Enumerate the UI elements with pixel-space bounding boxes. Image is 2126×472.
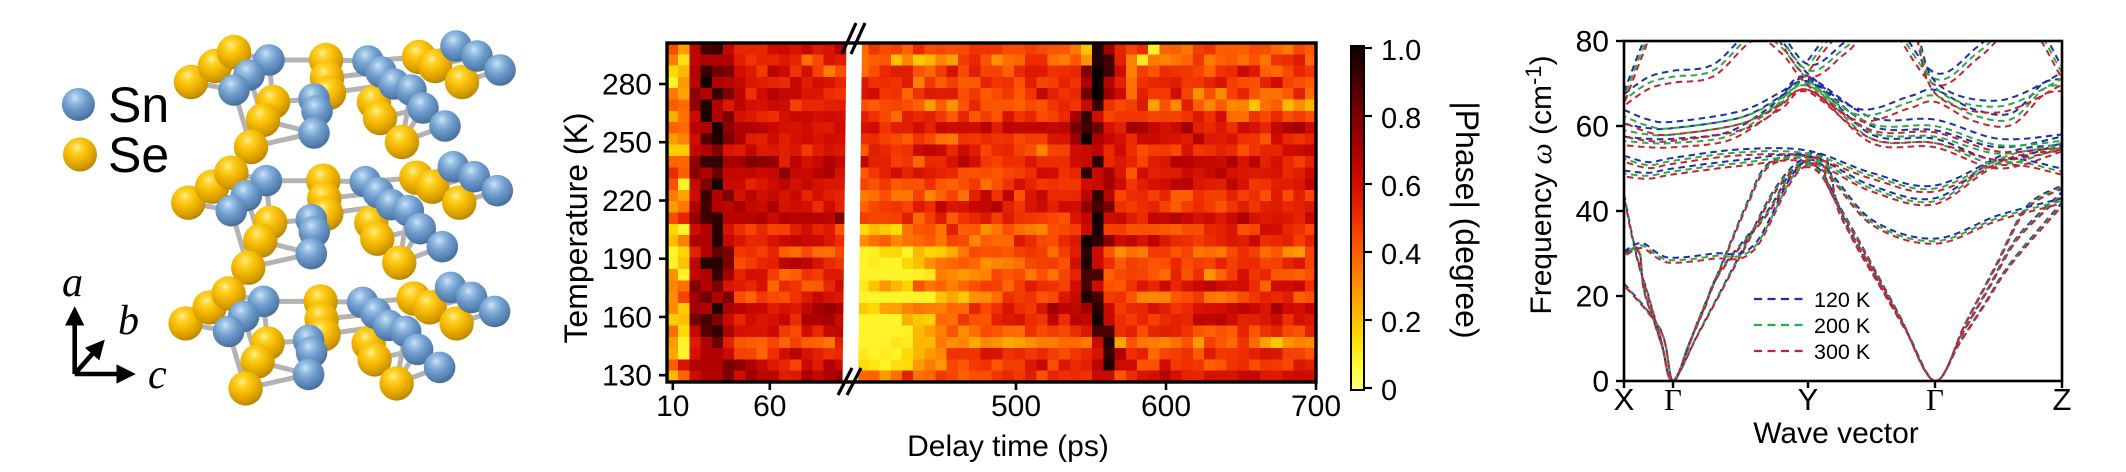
- svg-text:Frequency ω (cm-1): Frequency ω (cm-1): [1521, 55, 1558, 314]
- svg-text:10: 10: [656, 390, 689, 423]
- svg-text:160: 160: [602, 301, 652, 334]
- svg-text:220: 220: [602, 185, 652, 218]
- svg-text:a: a: [62, 260, 83, 306]
- svg-text:60: 60: [753, 390, 786, 423]
- svg-text:0.8: 0.8: [1381, 103, 1421, 135]
- svg-text:120 K: 120 K: [1814, 288, 1871, 312]
- svg-text:c: c: [148, 352, 167, 398]
- svg-text:Wave vector: Wave vector: [1753, 417, 1919, 450]
- svg-text:300 K: 300 K: [1814, 340, 1871, 364]
- svg-text:Delay time (ps): Delay time (ps): [907, 430, 1109, 463]
- svg-text:0.4: 0.4: [1381, 239, 1421, 271]
- svg-text:20: 20: [1576, 281, 1609, 314]
- svg-text:1.0: 1.0: [1381, 35, 1421, 67]
- svg-text:Temperature (K): Temperature (K): [558, 112, 594, 343]
- svg-text:700: 700: [1291, 390, 1341, 423]
- svg-text:200 K: 200 K: [1814, 314, 1871, 338]
- svg-text:Sn: Sn: [108, 77, 169, 133]
- svg-text:0.6: 0.6: [1381, 171, 1421, 203]
- svg-text:0: 0: [1592, 366, 1609, 399]
- svg-text:Se: Se: [108, 127, 169, 183]
- svg-text:|Phase| (degree): |Phase| (degree): [1449, 101, 1485, 338]
- svg-text:250: 250: [602, 127, 652, 160]
- svg-text:Y: Y: [1798, 382, 1819, 417]
- svg-text:60: 60: [1576, 111, 1609, 144]
- svg-text:500: 500: [991, 390, 1041, 423]
- svg-text:130: 130: [602, 360, 652, 393]
- svg-text:40: 40: [1576, 196, 1609, 229]
- svg-text:600: 600: [1141, 390, 1191, 423]
- svg-text:190: 190: [602, 243, 652, 276]
- svg-text:0: 0: [1381, 375, 1397, 407]
- svg-text:280: 280: [602, 69, 652, 102]
- svg-text:0.2: 0.2: [1381, 307, 1421, 339]
- svg-text:X: X: [1614, 382, 1635, 417]
- svg-text:b: b: [118, 298, 139, 344]
- svg-text:Γ: Γ: [1926, 382, 1944, 417]
- svg-text:Z: Z: [2053, 382, 2072, 417]
- svg-text:Γ: Γ: [1664, 382, 1682, 417]
- svg-text:80: 80: [1576, 26, 1609, 59]
